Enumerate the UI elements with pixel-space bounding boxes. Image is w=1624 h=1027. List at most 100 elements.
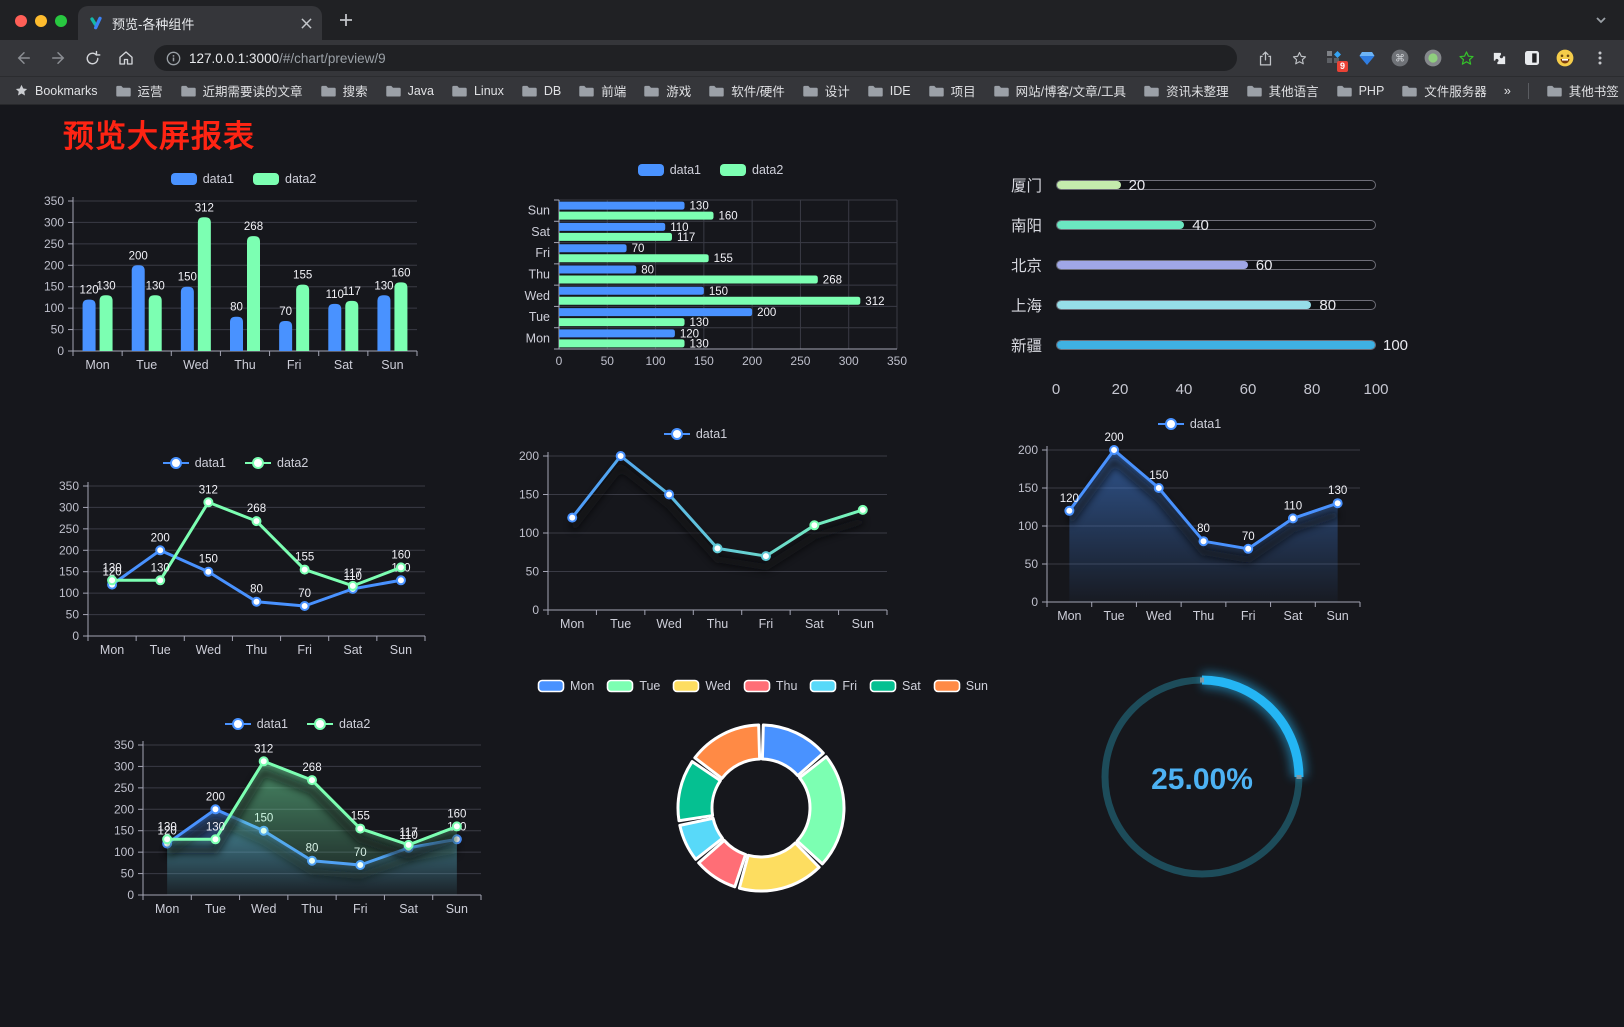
bookmark-folder-文件服务器[interactable]: 文件服务器 [1401, 81, 1487, 100]
legend-item-Thu[interactable]: Thu [743, 679, 797, 693]
legend-line-marker [307, 718, 333, 730]
svg-text:150: 150 [519, 488, 539, 502]
bookmark-folder-搜索[interactable]: 搜索 [320, 81, 368, 100]
legend-item-data1[interactable]: data1 [162, 456, 226, 470]
tab-close-icon[interactable] [301, 17, 312, 29]
legend-item-Fri[interactable]: Fri [809, 679, 857, 693]
emoji-extension-icon[interactable] [1556, 49, 1574, 67]
svg-text:268: 268 [823, 275, 842, 287]
bookmarks-root[interactable]: Bookmarks [14, 83, 98, 98]
site-info-icon[interactable] [166, 51, 181, 66]
svg-text:Wed: Wed [656, 617, 682, 631]
legend-item-data1[interactable]: data1 [170, 172, 234, 186]
svg-text:100: 100 [519, 526, 539, 540]
home-button[interactable] [112, 44, 140, 72]
bookmark-folder-游戏[interactable]: 游戏 [643, 81, 691, 100]
bookmark-folder-Java[interactable]: Java [385, 84, 434, 98]
svg-text:250: 250 [44, 237, 64, 251]
line-chart-two-series-canvas: 0 50 100 150 200 250 300 350 Mon Tue Wed Thu Fri Sat S… [59, 479, 426, 657]
bar-data2-Sat [559, 232, 672, 241]
contrast-square-extension-icon[interactable] [1523, 49, 1541, 67]
extension-grid-icon[interactable]: 9 [1325, 49, 1348, 72]
record-dot-extension-icon[interactable] [1424, 49, 1442, 67]
legend-item-data1[interactable]: data1 [663, 427, 727, 441]
url-text: 127.0.0.1:3000/#/chart/preview/9 [189, 51, 386, 66]
gauge-progress-arc [1201, 675, 1304, 778]
svg-text:Wed: Wed [183, 358, 209, 372]
bookmarks-overflow-chevron[interactable]: » [1503, 83, 1511, 98]
legend-item-Sat[interactable]: Sat [869, 679, 921, 693]
stacked-area-line-chart-legend: data1 data2 [92, 715, 502, 733]
progress-axis: 0 20 40 60 80 100 [1052, 381, 1389, 399]
legend-item-data2[interactable]: data2 [244, 456, 308, 470]
bookmark-folder-软件/硬件[interactable]: 软件/硬件 [708, 81, 785, 100]
bookmark-folder-资讯未整理[interactable]: 资讯未整理 [1143, 81, 1229, 100]
svg-text:300: 300 [59, 500, 79, 514]
bar-data1-Thu [559, 265, 637, 274]
svg-text:Thu: Thu [1193, 609, 1215, 623]
zoom-window-button[interactable] [55, 15, 67, 27]
bookmark-folder-其他语言[interactable]: 其他语言 [1246, 81, 1319, 100]
share-icon[interactable] [1251, 44, 1279, 72]
legend-item-Tue[interactable]: Tue [606, 679, 660, 693]
progress-track: 40 [1056, 217, 1376, 234]
tab-search-chevron-icon[interactable] [1594, 13, 1608, 32]
bookmark-folder-近期需要读的文章[interactable]: 近期需要读的文章 [180, 81, 303, 100]
svg-text:200: 200 [1104, 432, 1123, 444]
folder-icon [868, 85, 883, 97]
legend-item-data1[interactable]: data1 [224, 717, 288, 731]
svg-text:155: 155 [293, 270, 312, 282]
progress-row-新疆: 新疆 100 [990, 325, 1426, 365]
browser-tab[interactable]: 预览-各种组件 [78, 6, 322, 40]
legend-item-data1[interactable]: data1 [1157, 417, 1221, 431]
extensions-puzzle-icon[interactable] [1490, 49, 1508, 67]
legend-item-data1[interactable]: data1 [637, 163, 701, 177]
svg-text:50: 50 [51, 323, 65, 337]
progress-bar-fill [1057, 221, 1185, 229]
reload-button[interactable] [78, 44, 106, 72]
bookmark-folder-运营[interactable]: 运营 [115, 81, 163, 100]
legend-item-Mon[interactable]: Mon [537, 679, 594, 693]
progress-axis-tick: 80 [1303, 381, 1321, 398]
green-star-extension-icon[interactable] [1457, 49, 1475, 67]
svg-text:250: 250 [114, 781, 134, 795]
bookmark-star-icon[interactable] [1285, 44, 1313, 72]
svg-text:110: 110 [1284, 500, 1302, 512]
browser-menu-dots-icon[interactable] [1586, 44, 1614, 72]
command-extension-icon[interactable]: ⌘ [1391, 49, 1409, 67]
svg-text:Fri: Fri [287, 358, 302, 372]
minimize-window-button[interactable] [35, 15, 47, 27]
other-bookmarks[interactable]: 其他书签 [1546, 81, 1619, 100]
legend-label: data2 [339, 717, 371, 731]
legend-item-data2[interactable]: data2 [719, 163, 783, 177]
back-button[interactable] [10, 44, 38, 72]
bookmark-folder-IDE[interactable]: IDE [867, 84, 911, 98]
bar-data2-Wed [559, 296, 861, 305]
bookmark-folder-Linux[interactable]: Linux [451, 84, 504, 98]
area-line-chart-legend: data1 [1000, 415, 1378, 433]
gem-extension-icon[interactable] [1358, 49, 1376, 67]
svg-text:130: 130 [1328, 485, 1347, 497]
svg-text:120: 120 [1060, 493, 1079, 505]
new-tab-button[interactable] [338, 12, 354, 28]
svg-text:Sun: Sun [381, 358, 403, 372]
bookmark-folder-前端[interactable]: 前端 [578, 81, 626, 100]
legend-item-data2[interactable]: data2 [252, 172, 316, 186]
bookmark-label: Linux [473, 83, 504, 98]
legend-item-data2[interactable]: data2 [306, 717, 370, 731]
url-bar[interactable]: 127.0.0.1:3000/#/chart/preview/9 [154, 45, 1237, 71]
bookmark-folder-PHP[interactable]: PHP [1336, 84, 1384, 98]
legend-item-Wed[interactable]: Wed [672, 679, 731, 693]
svg-text:160: 160 [447, 808, 466, 820]
bookmark-folder-DB[interactable]: DB [521, 84, 561, 98]
bookmark-folder-设计[interactable]: 设计 [802, 81, 850, 100]
progress-row-上海: 上海 80 [990, 285, 1426, 325]
forward-button[interactable] [44, 44, 72, 72]
close-window-button[interactable] [15, 15, 27, 27]
bookmark-folder-网站/博客/文章/工具[interactable]: 网站/博客/文章/工具 [993, 81, 1126, 100]
grouped-bar-chart-legend: data1 data2 [28, 170, 458, 188]
bookmark-folder-项目[interactable]: 项目 [928, 81, 976, 100]
stacked-area-line-chart-canvas: 0 50 100 150 200 250 300 350 Mon Tue Wed Thu Fri Sat S… [114, 738, 482, 916]
legend-item-Sun[interactable]: Sun [933, 679, 988, 693]
svg-text:Sun: Sun [528, 204, 550, 218]
